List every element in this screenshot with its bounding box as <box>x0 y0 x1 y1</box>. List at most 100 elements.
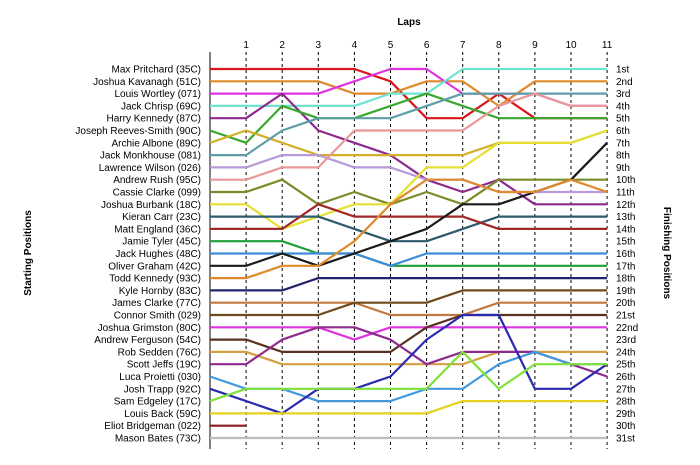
driver-label: Jack Hughes (48C) <box>115 249 201 260</box>
series-line <box>209 350 608 403</box>
x-axis-title: Laps <box>397 17 421 28</box>
series-lines <box>209 67 608 440</box>
series-line <box>210 92 608 181</box>
series-line <box>210 215 608 243</box>
series-line <box>209 313 608 415</box>
driver-label: Oliver Graham (42C) <box>108 261 201 272</box>
driver-label: Todd Kennedy (93C) <box>109 274 201 285</box>
driver-label: Rob Sedden (76C) <box>118 347 201 358</box>
driver-label: Andrew Rush (95C) <box>113 175 201 186</box>
driver-label: Matt England (36C) <box>114 224 201 235</box>
series-line <box>210 203 608 230</box>
y-axis-title-right: Finishing Positions <box>661 207 672 300</box>
finishing-position-label: 5th <box>616 114 630 125</box>
finishing-position-label: 20th <box>616 298 635 309</box>
driver-label: Lawrence Wilson (026) <box>99 163 201 174</box>
finishing-position-label: 17th <box>616 261 635 272</box>
lap-tick-label: 7 <box>460 40 466 51</box>
finishing-position-label: 13th <box>616 212 635 223</box>
driver-label: Kieran Carr (23C) <box>122 212 201 223</box>
driver-label: Mason Bates (73C) <box>115 434 201 445</box>
driver-label: Kyle Hornby (83C) <box>119 286 201 297</box>
finishing-position-label: 14th <box>616 224 635 235</box>
starting-position-labels: Max Pritchard (35C)Joshua Kavanagh (51C)… <box>75 65 201 445</box>
series-line <box>210 252 608 267</box>
driver-label: Josh Trapp (92C) <box>124 384 201 395</box>
finishing-position-label: 7th <box>616 138 630 149</box>
finishing-position-label: 3rd <box>616 89 630 100</box>
lap-tick-label: 2 <box>279 40 285 51</box>
finishing-position-labels: 1st2nd3rd4th5th6th7th8th9th10th11th12th1… <box>616 65 638 445</box>
series-line <box>210 313 608 353</box>
lap-tick-label: 6 <box>424 40 430 51</box>
driver-label: James Clarke (77C) <box>112 298 201 309</box>
lap-tick-label: 5 <box>388 40 394 51</box>
finishing-position-label: 15th <box>616 237 635 248</box>
driver-label: Harry Kennedy (87C) <box>107 114 201 125</box>
finishing-position-label: 24th <box>616 347 635 358</box>
driver-label: Jack Chrisp (69C) <box>121 101 201 112</box>
finishing-position-label: 12th <box>616 200 635 211</box>
lap-tick-labels: 1 2 3 4 5 6 7 8 9 10 11 <box>243 40 612 51</box>
finishing-position-label: 4th <box>616 101 630 112</box>
series-line <box>210 178 608 206</box>
driver-label: Max Pritchard (35C) <box>112 65 201 76</box>
series-line <box>210 67 608 107</box>
finishing-position-label: 6th <box>616 126 630 137</box>
driver-label: Luca Proietti (030) <box>119 372 201 383</box>
y-axis-title-left: Starting Positions <box>23 210 34 296</box>
finishing-position-label: 23rd <box>616 335 636 346</box>
finishing-position-label: 8th <box>616 151 630 162</box>
driver-label: Connor Smith (029) <box>114 311 201 322</box>
lap-tick-label: 4 <box>352 40 358 51</box>
finishing-position-label: 9th <box>616 163 630 174</box>
series-line <box>210 92 608 206</box>
finishing-position-label: 28th <box>616 397 635 408</box>
driver-label: Eliot Bridgeman (022) <box>104 421 201 432</box>
driver-label: Joshua Kavanagh (51C) <box>93 77 201 88</box>
finishing-position-label: 10th <box>616 175 635 186</box>
finishing-position-label: 26th <box>616 372 635 383</box>
series-line <box>210 277 608 292</box>
lap-tick-label: 11 <box>602 40 613 51</box>
finishing-position-label: 11th <box>616 188 635 199</box>
series-line <box>209 92 608 144</box>
driver-label: Scott Jeffs (19C) <box>127 360 201 371</box>
series-line <box>210 92 608 157</box>
series-line <box>210 289 608 317</box>
series-line <box>210 154 608 194</box>
series-line <box>210 178 608 280</box>
finishing-position-label: 27th <box>616 384 635 395</box>
finishing-position-label: 1st <box>616 65 630 76</box>
series-line <box>210 326 608 341</box>
finishing-position-label: 21st <box>616 311 635 322</box>
finishing-position-label: 18th <box>616 274 635 285</box>
finishing-position-label: 22nd <box>616 323 638 334</box>
series-line <box>210 301 608 317</box>
series-line <box>210 80 608 107</box>
series-line <box>210 350 608 366</box>
driver-label: Louis Wortley (071) <box>114 89 201 100</box>
series-line <box>210 129 608 230</box>
driver-label: Archie Albone (89C) <box>112 138 202 149</box>
finishing-position-label: 29th <box>616 409 635 420</box>
series-line <box>210 240 608 267</box>
finishing-position-label: 31st <box>616 434 635 445</box>
driver-label: Louis Back (59C) <box>124 409 201 420</box>
driver-label: Jack Monkhouse (081) <box>100 151 201 162</box>
driver-label: Jamie Tyler (45C) <box>122 237 201 248</box>
driver-label: Joshua Grimston (80C) <box>98 323 201 334</box>
lap-tick-label: 9 <box>532 40 538 51</box>
lap-tick-label: 8 <box>496 40 502 51</box>
finishing-position-label: 16th <box>616 249 635 260</box>
series-line <box>210 400 608 415</box>
lap-tick-label: 1 <box>243 40 249 51</box>
finishing-position-label: 30th <box>616 421 635 432</box>
driver-label: Andrew Ferguson (54C) <box>94 335 201 346</box>
finishing-position-label: 25th <box>616 360 635 371</box>
finishing-position-label: 2nd <box>616 77 633 88</box>
driver-label: Sam Edgeley (17C) <box>114 397 201 408</box>
driver-label: Joseph Reeves-Smith (90C) <box>75 126 201 137</box>
lap-tick-label: 10 <box>565 40 577 51</box>
